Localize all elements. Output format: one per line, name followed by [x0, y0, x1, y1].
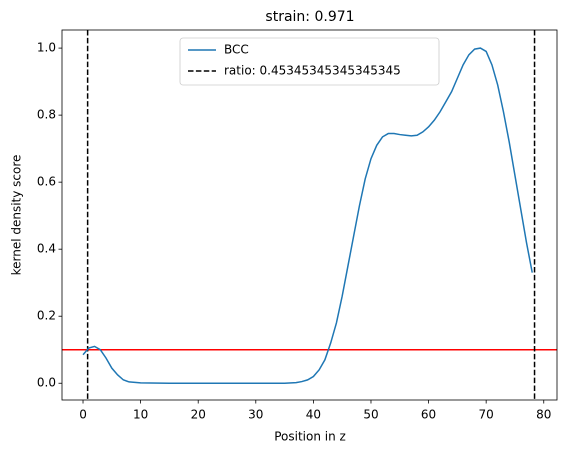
chart-title: strain: 0.971	[265, 9, 354, 25]
x-tick-label: 0	[79, 408, 87, 422]
x-tick-label: 70	[479, 408, 494, 422]
y-tick-label: 0.0	[37, 376, 56, 390]
plot-frame	[61, 29, 558, 401]
legend-box	[179, 37, 440, 86]
x-tick-label: 40	[306, 408, 321, 422]
x-tick-label: 50	[363, 408, 378, 422]
x-tick-label: 10	[133, 408, 148, 422]
x-tick-label: 80	[536, 408, 551, 422]
series-line	[82, 47, 533, 384]
x-axis-label: Position in z	[274, 430, 346, 444]
x-tick-label: 20	[191, 408, 206, 422]
y-tick-label: 0.2	[37, 309, 56, 323]
legend-label: BCC	[224, 43, 249, 57]
y-tick-label: 1.0	[37, 41, 56, 55]
y-tick-label: 0.4	[37, 242, 56, 256]
y-tick-label: 0.6	[37, 175, 56, 189]
x-tick-label: 30	[248, 408, 263, 422]
legend-label: ratio: 0.45345345345345345	[224, 64, 401, 78]
y-axis-label: kernel density score	[10, 155, 24, 276]
x-tick-label: 60	[421, 408, 436, 422]
y-tick-label: 0.8	[37, 108, 56, 122]
